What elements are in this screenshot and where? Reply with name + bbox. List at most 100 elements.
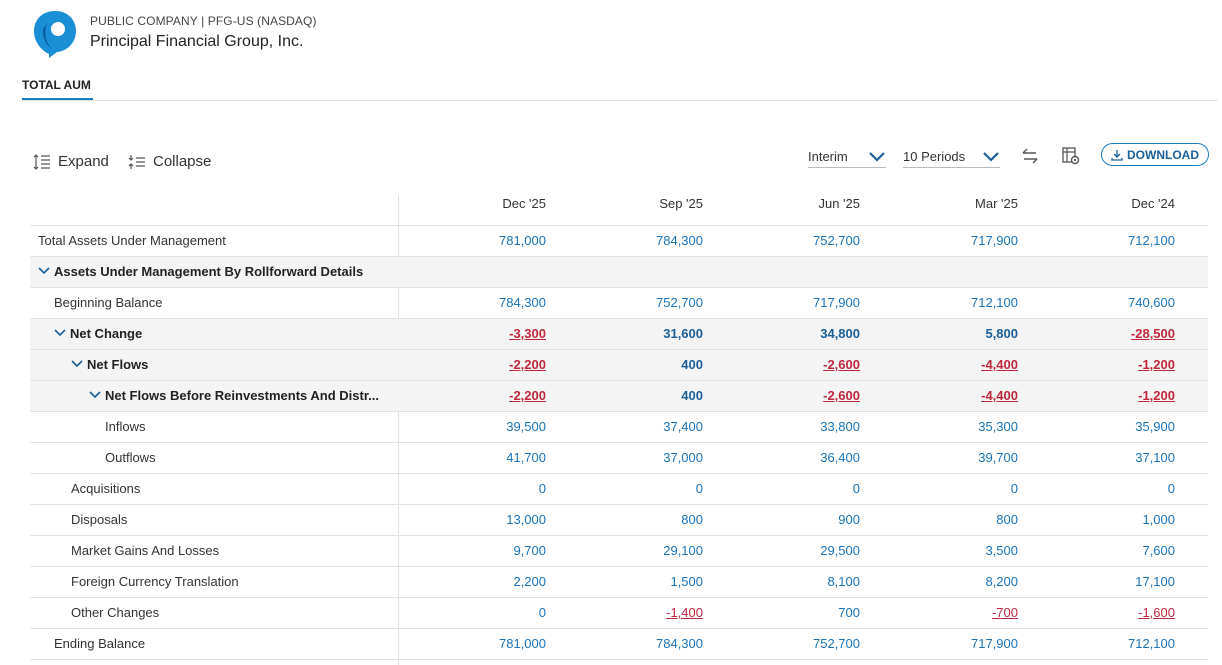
table-row: Market Gains And Losses 9,700 29,100 29,500…	[30, 536, 1208, 567]
table-cell[interactable]: -700	[991, 605, 1018, 620]
table-cell: 29,500	[820, 543, 860, 558]
table-cell: 717,900	[813, 295, 860, 310]
row-label-text: Foreign Currency Translation	[71, 574, 239, 589]
table-cell	[553, 257, 703, 287]
download-button[interactable]: DOWNLOAD	[1101, 143, 1209, 166]
expand-label: Expand	[58, 153, 109, 170]
table-settings-icon[interactable]	[1061, 146, 1081, 166]
table-cell[interactable]: -1,200	[1138, 388, 1175, 403]
table-cell: 740,600	[1128, 295, 1175, 310]
table-cell: 700	[838, 605, 860, 620]
row-label-text: Total Assets Under Management	[38, 233, 226, 248]
table-cell: 781,000	[499, 636, 546, 651]
table-cell: 2,200	[513, 574, 546, 589]
row-label-text: Net Change	[70, 326, 143, 341]
row-label: Beginning Balance	[54, 288, 162, 318]
table-cell: 784,300	[656, 636, 703, 651]
table-cell: 35,300	[978, 419, 1018, 434]
row-label: Market Gains And Losses	[71, 536, 219, 566]
table-cell: 752,700	[813, 636, 860, 651]
tab-divider	[22, 100, 1218, 101]
table-row: Acquisitions 0 0 0 0 0	[30, 474, 1208, 505]
table-row[interactable]: Assets Under Management By Rollforward D…	[30, 257, 1208, 288]
row-label: Total Assets Under Management	[38, 226, 226, 256]
row-label-text: Disposals	[71, 512, 128, 527]
column-header: Jun '25	[818, 196, 860, 211]
table-cell: 0	[538, 481, 546, 496]
table-cell: 7,600	[1142, 543, 1175, 558]
table-cell	[396, 257, 546, 287]
period-type-dropdown[interactable]: Interim	[808, 145, 886, 168]
table-cell[interactable]: -2,200	[509, 357, 546, 372]
collapse-button[interactable]: Collapse	[128, 153, 211, 170]
swap-arrows-icon[interactable]	[1020, 146, 1040, 166]
table-cell[interactable]: -1,200	[1138, 357, 1175, 372]
chevron-down-icon[interactable]	[38, 267, 50, 275]
table-row[interactable]: Net Flows -2,200 400 -2,600 -4,400 -1,200	[30, 350, 1208, 381]
table-cell: 400	[681, 388, 703, 403]
expand-button[interactable]: Expand	[33, 153, 109, 170]
table-cell: 0	[695, 481, 703, 496]
table-cell: 5,800	[985, 326, 1018, 341]
download-label: DOWNLOAD	[1127, 147, 1199, 162]
table-cell: 8,200	[985, 574, 1018, 589]
row-label-text: Inflows	[105, 419, 146, 434]
table-cell: 784,300	[656, 233, 703, 248]
table-row: Outflows 41,700 37,000 36,400 39,700 37,100	[30, 443, 1208, 474]
table-cell: 33,800	[820, 419, 860, 434]
column-header: Dec '24	[1131, 196, 1175, 211]
row-label[interactable]: Net Change	[54, 319, 142, 349]
chevron-down-icon	[869, 152, 885, 162]
column-header: Sep '25	[659, 196, 703, 211]
table-cell: 37,400	[663, 419, 703, 434]
table-cell[interactable]: -2,200	[509, 388, 546, 403]
company-type: PUBLIC COMPANY | PFG-US (NASDAQ)	[90, 14, 317, 28]
chevron-down-icon[interactable]	[54, 329, 66, 337]
table-row[interactable]: Net Change -3,300 31,600 34,800 5,800 -28,500	[30, 319, 1208, 350]
table-cell: 712,100	[1128, 233, 1175, 248]
table-cell[interactable]: -2,600	[823, 357, 860, 372]
row-label[interactable]: Net Flows	[71, 350, 148, 380]
row-label: Acquisitions	[71, 474, 140, 504]
table-cell[interactable]: -1,400	[666, 605, 703, 620]
table-cell[interactable]: -28,500	[1130, 326, 1175, 341]
table-cell: 37,000	[663, 450, 703, 465]
table-row[interactable]: Net Flows Before Reinvestments And Distr…	[30, 381, 1208, 412]
table-cell: 39,700	[978, 450, 1018, 465]
periods-dropdown[interactable]: 10 Periods	[903, 145, 1000, 168]
table-cell: 0	[1010, 481, 1018, 496]
table-cell[interactable]: -4,400	[981, 357, 1018, 372]
download-icon	[1111, 149, 1123, 161]
row-label: Ending Balance	[54, 629, 145, 659]
chevron-down-icon	[983, 152, 999, 162]
table-cell[interactable]: -4,400	[981, 388, 1018, 403]
table-cell: 800	[681, 512, 703, 527]
table-cell	[1025, 257, 1175, 287]
row-label: Inflows	[105, 412, 145, 442]
chevron-down-icon[interactable]	[89, 391, 101, 399]
principal-logo-icon	[34, 11, 76, 58]
table-cell[interactable]: -1,600	[1138, 605, 1175, 620]
table-row: Total Assets Under Management 781,000 784,…	[30, 226, 1208, 257]
row-label-text: Outflows	[105, 450, 156, 465]
row-label: Disposals	[71, 505, 127, 535]
row-label-text: Assets Under Management By Rollforward D…	[54, 264, 364, 279]
company-name: Principal Financial Group, Inc.	[90, 33, 304, 50]
table-cell[interactable]: -2,600	[823, 388, 860, 403]
table-row: Inflows 39,500 37,400 33,800 35,300 35,900	[30, 412, 1208, 443]
table-cell: 31,600	[663, 326, 703, 341]
row-label: Foreign Currency Translation	[71, 567, 239, 597]
row-label[interactable]: Assets Under Management By Rollforward D…	[38, 257, 363, 287]
table-cell: 0	[538, 605, 546, 620]
column-header: Mar '25	[975, 196, 1018, 211]
table-cell: 0	[852, 481, 860, 496]
chevron-down-icon[interactable]	[71, 360, 83, 368]
table-cell: 3,500	[985, 543, 1018, 558]
row-label[interactable]: Net Flows Before Reinvestments And Distr…	[89, 381, 379, 411]
table-cell: 34,800	[820, 326, 860, 341]
label-column-divider	[398, 195, 399, 665]
table-cell: 8,100	[827, 574, 860, 589]
tab-total-aum[interactable]: TOTAL AUM	[22, 78, 91, 92]
table-cell[interactable]: -3,300	[509, 326, 546, 341]
table-cell: 17,100	[1135, 574, 1175, 589]
